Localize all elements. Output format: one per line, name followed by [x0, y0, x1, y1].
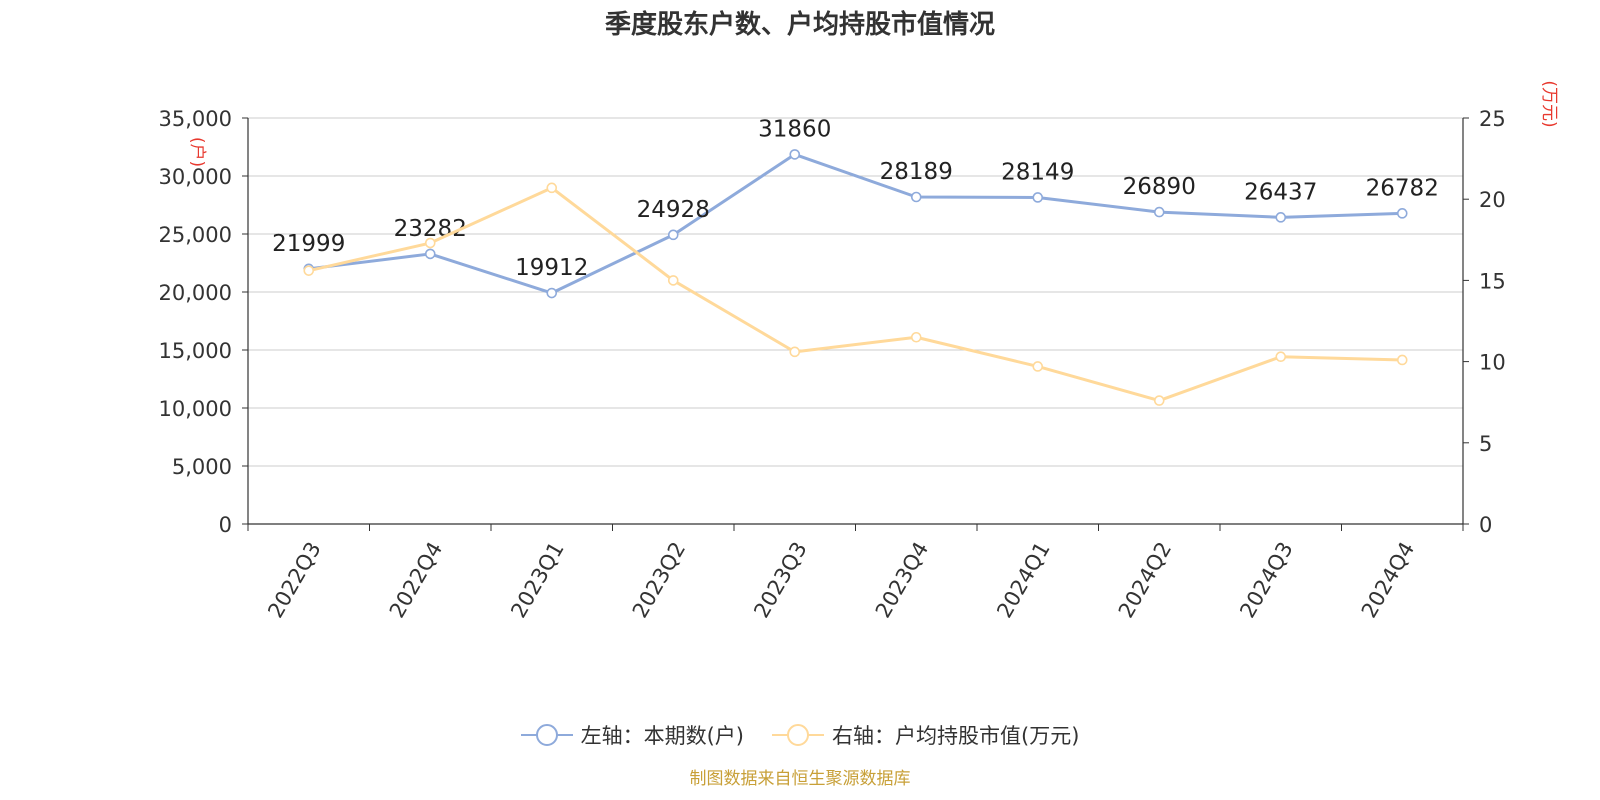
data-point-left — [546, 287, 558, 299]
y-right-unit-label: (万元) — [1539, 80, 1559, 127]
x-tick-label: 2023Q4 — [871, 538, 933, 622]
series-line-left — [308, 152, 1403, 295]
line-chart: 0 5,000 10,000 15,000 20,000 25,000 30,000 35,0… — [159, 80, 1559, 622]
y-left-tick-label: 0 — [219, 513, 232, 537]
data-label: 26437 — [1244, 179, 1317, 205]
series-line-right — [308, 186, 1403, 403]
y-right-tick-label: 5 — [1479, 432, 1492, 456]
x-tick-label: 2023Q1 — [506, 538, 568, 622]
legend-label-left: 左轴：本期数(户) — [580, 724, 744, 748]
y-right-tick-label: 20 — [1479, 188, 1506, 212]
legend-item-right[interactable]: 右轴：户均持股市值(万元) — [772, 720, 1079, 750]
data-point-right — [667, 275, 679, 286]
data-label: 23282 — [394, 216, 467, 242]
data-label: 21999 — [272, 231, 345, 257]
data-point-left — [789, 149, 801, 160]
y-left-tick-label: 10,000 — [159, 397, 232, 421]
data-point-left — [1275, 212, 1287, 223]
data-point-left — [1396, 208, 1408, 219]
x-tick-label: 2024Q3 — [1235, 538, 1297, 622]
data-point-right — [789, 346, 801, 358]
data-point-left — [1153, 206, 1165, 218]
data-point-right — [910, 331, 922, 343]
data-point-right — [1275, 351, 1287, 363]
legend-item-left[interactable]: 左轴：本期数(户) — [520, 720, 744, 750]
y-right-tick-label: 10 — [1479, 351, 1506, 375]
data-point-right — [1032, 361, 1044, 372]
y-left-tick-label: 30,000 — [159, 165, 232, 189]
y-left-tick-label: 15,000 — [159, 339, 232, 363]
y-left-tick-label: 20,000 — [159, 281, 232, 305]
x-tick-label: 2023Q2 — [628, 538, 690, 622]
y-left-tick-label: 5,000 — [172, 455, 232, 479]
data-label: 19912 — [515, 255, 588, 281]
x-tick-label: 2024Q2 — [1114, 538, 1176, 622]
data-point-left — [910, 191, 922, 203]
legend-label-right: 右轴：户均持股市值(万元) — [832, 724, 1080, 748]
data-point-right — [1396, 354, 1408, 366]
data-point-left — [424, 248, 436, 260]
data-source: 制图数据来自恒生聚源数据库 — [689, 769, 911, 789]
y-left-tick-label: 25,000 — [159, 223, 232, 247]
data-point-right — [546, 182, 558, 194]
data-point-left — [667, 229, 679, 241]
legend-marker-left-icon — [520, 722, 573, 748]
y-right-tick-label: 15 — [1479, 269, 1506, 293]
x-tick-label: 2022Q4 — [385, 538, 447, 622]
legend-marker-right-icon — [772, 722, 824, 748]
data-label: 26782 — [1366, 175, 1439, 201]
x-tick-label: 2022Q3 — [263, 538, 325, 622]
data-point-right — [303, 265, 315, 276]
data-point-right — [1153, 395, 1165, 406]
y-left-unit-label: (户) — [187, 137, 207, 167]
x-tick-label: 2024Q1 — [992, 538, 1054, 622]
y-right-tick-label: 0 — [1479, 513, 1492, 537]
x-tick-label: 2023Q3 — [749, 538, 811, 622]
data-label: 26890 — [1123, 174, 1196, 200]
y-right-tick-label: 25 — [1479, 107, 1506, 131]
data-label: 28189 — [880, 159, 953, 185]
x-tick-label: 2024Q4 — [1357, 538, 1419, 622]
data-label: 24928 — [637, 197, 710, 223]
chart-title: 季度股东户数、户均持股市值情况 — [604, 10, 995, 40]
legend: 左轴：本期数(户) 右轴：户均持股市值(万元) — [0, 720, 1600, 750]
data-label: 31860 — [758, 116, 831, 142]
data-point-right — [424, 237, 436, 249]
data-label: 28149 — [1001, 159, 1074, 185]
data-point-left — [1032, 192, 1044, 203]
y-left-tick-label: 35,000 — [159, 107, 232, 131]
